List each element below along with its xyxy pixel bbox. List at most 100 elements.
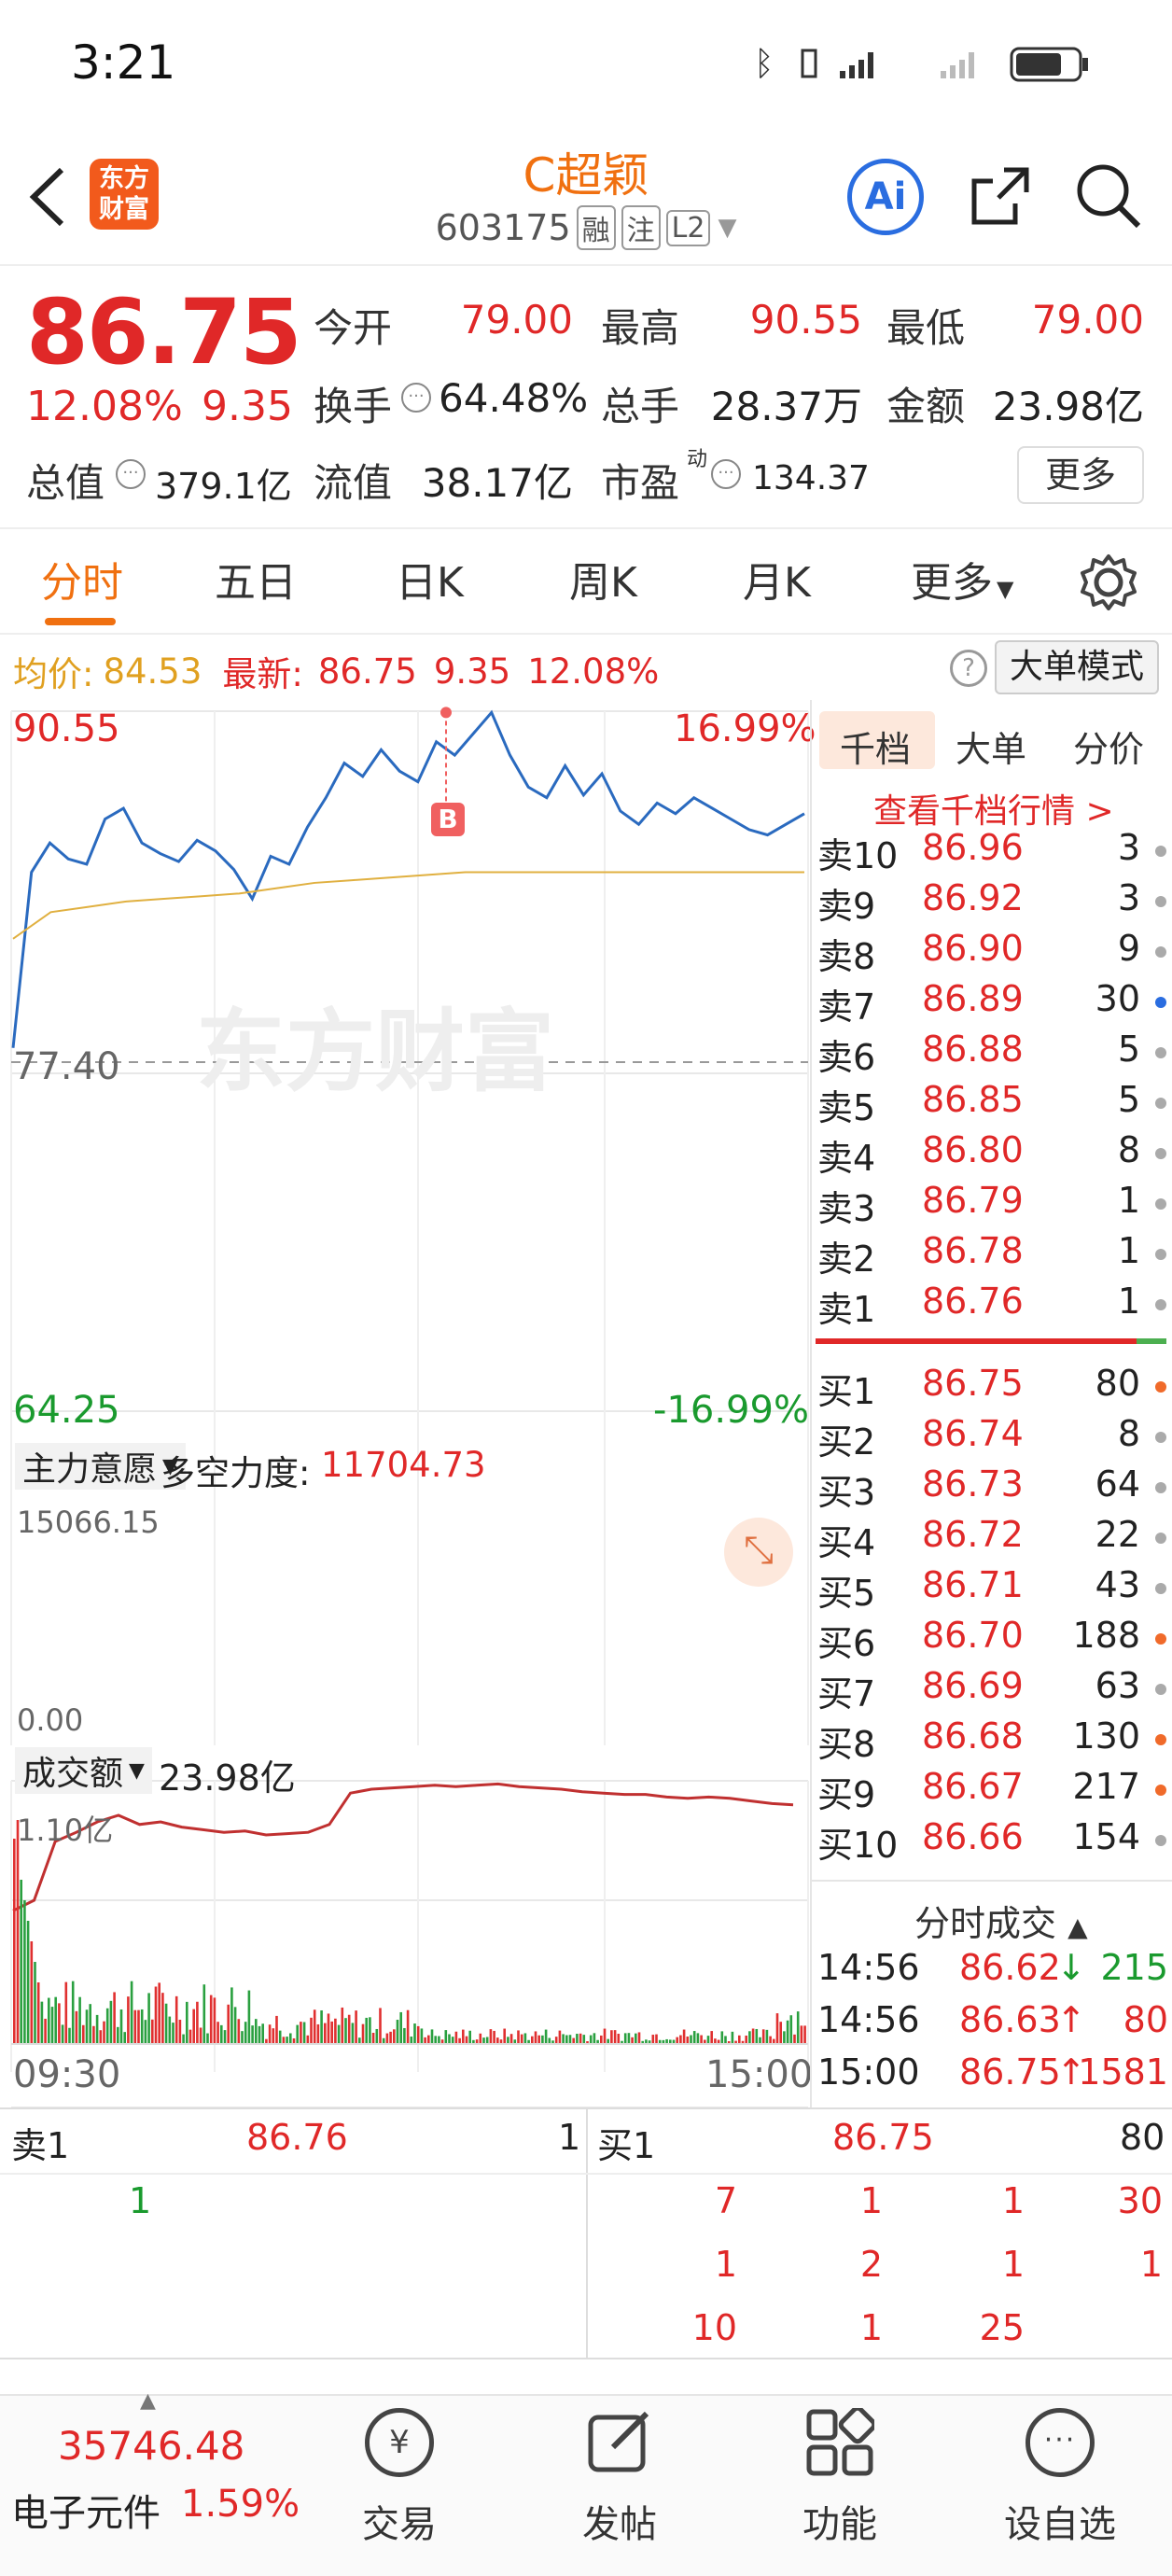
- volume-selector[interactable]: 成交额 ▼: [15, 1747, 152, 1794]
- search-icon[interactable]: [1073, 161, 1144, 231]
- chevron-up-icon[interactable]: ▲: [140, 2389, 156, 2413]
- sell-row[interactable]: 卖2 86.78 1: [817, 1230, 1168, 1281]
- volume-value: 28.37万: [710, 384, 862, 429]
- buy-row[interactable]: 买2 86.74 8: [817, 1413, 1168, 1463]
- ai-button[interactable]: Ai: [847, 159, 924, 235]
- volume-bar: [95, 2014, 99, 2044]
- volume-bar: [330, 2021, 333, 2044]
- volume-bar: [82, 2024, 85, 2044]
- volume-bar: [427, 2035, 430, 2044]
- nav-functions[interactable]: 功能: [765, 2405, 914, 2548]
- tab-level-1000[interactable]: 千档: [840, 729, 912, 770]
- buy-row[interactable]: 买5 86.71 43: [817, 1564, 1168, 1615]
- buy-row[interactable]: 买9 86.67 217: [817, 1766, 1168, 1816]
- volume-bar: [389, 2031, 392, 2044]
- volume-bar: [144, 2020, 147, 2044]
- share-icon[interactable]: [967, 162, 1034, 230]
- tab-five-day[interactable]: 五日: [215, 559, 297, 607]
- buy-row[interactable]: 买8 86.68 130: [817, 1715, 1168, 1766]
- tab-more[interactable]: 更多 ▼: [911, 549, 1013, 609]
- sell-price: 86.92: [922, 877, 1024, 918]
- buy-row[interactable]: 买1 86.75 80: [817, 1363, 1168, 1413]
- sell-row[interactable]: 卖6 86.88 5: [817, 1029, 1168, 1079]
- info-icon[interactable]: ···: [401, 383, 431, 413]
- volume-bar: [182, 2034, 185, 2044]
- volume-bar: [800, 2025, 803, 2044]
- big-order-mode-button[interactable]: 大单模式: [995, 640, 1159, 694]
- volume-bar: [775, 2013, 779, 2044]
- index-value[interactable]: 35746.48: [58, 2423, 245, 2469]
- volume-bar: [16, 1820, 20, 2044]
- volume-bar: [272, 2028, 275, 2044]
- nav-post[interactable]: 发帖: [545, 2408, 694, 2548]
- volume-bar: [424, 2037, 426, 2044]
- tab-daily-k[interactable]: 日K: [396, 559, 464, 607]
- volume-bar: [761, 2029, 765, 2044]
- tab-weekly-k[interactable]: 周K: [569, 559, 637, 607]
- info-icon[interactable]: ···: [711, 459, 741, 489]
- sell-price: 86.89: [922, 978, 1024, 1019]
- high-value: 90.55: [749, 297, 862, 343]
- buy-row[interactable]: 买6 86.70 188: [817, 1615, 1168, 1665]
- nav-trade[interactable]: ¥ 交易: [325, 2408, 474, 2548]
- volume-bar: [320, 2009, 323, 2044]
- buy-row[interactable]: 买4 86.72 22: [817, 1514, 1168, 1564]
- index-pct[interactable]: 1.59%: [181, 2483, 300, 2526]
- orderbook-separator: [816, 1338, 1166, 1344]
- sell-row[interactable]: 卖10 86.96 3: [817, 827, 1168, 877]
- pe-superscript: 动: [687, 448, 708, 471]
- sell-row[interactable]: 卖1 86.76 1: [817, 1281, 1168, 1331]
- expand-icon[interactable]: ⤡: [724, 1518, 793, 1587]
- view-depth-link[interactable]: 查看千档行情 >: [873, 792, 1114, 831]
- trades-title[interactable]: 分时成交 ▲: [914, 1895, 1088, 1946]
- volume-bar: [438, 2036, 440, 2044]
- index-name[interactable]: 电子元件: [11, 2492, 160, 2535]
- sell-level: 卖8: [817, 936, 876, 977]
- help-icon[interactable]: ?: [950, 650, 987, 687]
- volume-bar: [355, 2010, 357, 2044]
- sell-row[interactable]: 卖9 86.92 3: [817, 877, 1168, 928]
- volume-bar: [482, 2037, 485, 2044]
- volume-bar: [347, 2014, 351, 2044]
- volume-bar: [158, 1982, 160, 2044]
- stock-code-row[interactable]: 603175 融 注 L2 ▼: [0, 205, 1172, 250]
- volume-bar: [192, 2009, 195, 2044]
- volume-bar: [786, 2020, 789, 2044]
- tab-monthly-k[interactable]: 月K: [743, 559, 811, 607]
- volume-bar: [393, 2029, 396, 2044]
- sell-level: 卖10: [817, 835, 899, 876]
- buy-row[interactable]: 买7 86.69 63: [817, 1665, 1168, 1715]
- buy-volume: 63: [1095, 1665, 1140, 1706]
- app-logo[interactable]: 东方 财富: [90, 159, 159, 230]
- stock-name: C超颖: [523, 148, 649, 203]
- tab-big-orders[interactable]: 大单: [956, 729, 1027, 770]
- tab-price-dist[interactable]: 分价: [1073, 729, 1145, 770]
- back-icon[interactable]: [24, 164, 71, 230]
- sell-row[interactable]: 卖4 86.80 8: [817, 1129, 1168, 1180]
- buy-row[interactable]: 买3 86.73 64: [817, 1463, 1168, 1514]
- buy-dot: [1155, 1432, 1166, 1443]
- tab-intraday[interactable]: 分时: [41, 559, 123, 607]
- sell-volume: 3: [1117, 827, 1140, 868]
- volume-bar: [375, 2028, 379, 2044]
- volume-bar: [164, 2003, 168, 2044]
- sell-volume: 1: [1117, 1281, 1140, 1322]
- sell-row[interactable]: 卖8 86.90 9: [817, 928, 1168, 978]
- sell-level: 卖9: [817, 886, 876, 927]
- indicator-selector[interactable]: 主力意愿 ▼: [15, 1443, 186, 1490]
- info-icon[interactable]: ···: [116, 459, 146, 489]
- volume-bar: [36, 1982, 40, 2044]
- sell-row[interactable]: 卖5 86.85 5: [817, 1079, 1168, 1129]
- sell-row[interactable]: 卖7 86.89 30: [817, 978, 1168, 1029]
- trade-time: 14:56: [817, 1999, 920, 2040]
- buy-row[interactable]: 买10 86.66 154: [817, 1816, 1168, 1867]
- sell-row[interactable]: 卖3 86.79 1: [817, 1180, 1168, 1230]
- more-button[interactable]: 更多: [1017, 446, 1144, 504]
- nav-add-watchlist[interactable]: ··· 设自选: [985, 2408, 1135, 2548]
- volume-bar: [534, 2031, 537, 2044]
- buy-marker[interactable]: B: [431, 803, 465, 836]
- buy-queue-item: 1: [1001, 2244, 1025, 2285]
- volume-bar: [676, 2037, 678, 2044]
- settings-icon[interactable]: [1079, 553, 1138, 612]
- price-line: [11, 709, 805, 1048]
